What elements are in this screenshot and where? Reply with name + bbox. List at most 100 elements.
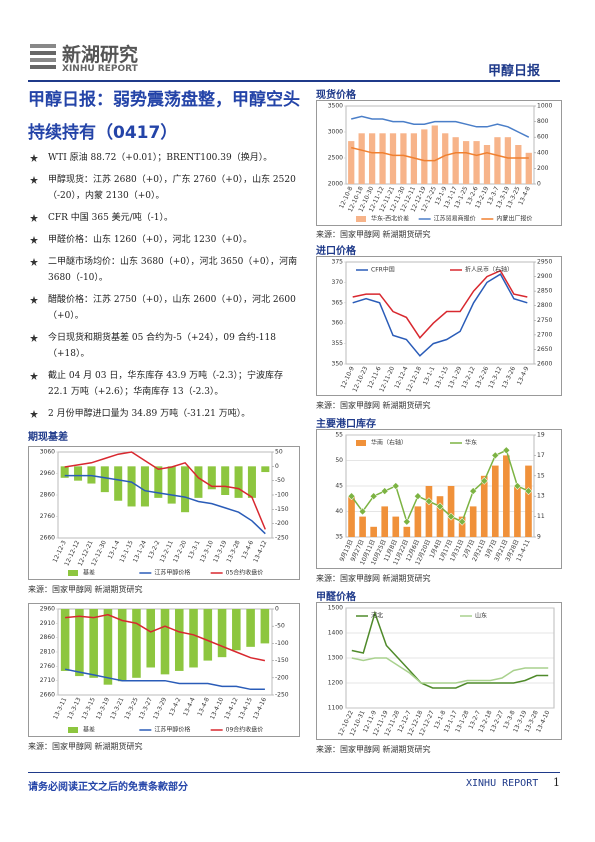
bullet-text: 甲醛价格：山东 1260（+0），河北 1230（+0）。	[48, 235, 253, 245]
bar	[525, 152, 532, 184]
series-line	[351, 146, 529, 162]
y2-tick-label: -200	[275, 520, 289, 527]
title: 甲醇日报：弱势震荡盘整，甲醇空头持续持有（0417）	[28, 90, 300, 143]
y-tick-label: 45	[335, 483, 343, 490]
bar	[89, 609, 98, 678]
bar	[100, 466, 109, 493]
y2-tick-label: -250	[275, 692, 289, 699]
point	[480, 477, 489, 485]
bar	[261, 466, 270, 473]
star	[30, 334, 38, 342]
bullet: 2 月份甲醇进口量为 34.89 万吨（-31.21 万吨）。	[28, 406, 300, 422]
y2-tick-label: 2800	[537, 302, 552, 309]
y2-tick-label: 800	[537, 118, 549, 125]
y2-tick-label: 0	[275, 463, 279, 470]
y2-tick-label: -50	[275, 477, 285, 484]
legend-swatch	[356, 216, 366, 222]
bullet: 甲醇现货：江苏 2680（+0），广东 2760（+0），山东 2520（-20…	[28, 172, 300, 204]
y-tick-label: 1100	[328, 705, 343, 712]
bar	[480, 475, 488, 537]
bar	[132, 609, 141, 678]
y2-tick-label: 600	[537, 134, 549, 141]
y-tick-label: 55	[335, 432, 343, 439]
bar	[127, 466, 136, 507]
brand: XINHU REPORT	[466, 778, 539, 789]
bar	[348, 141, 355, 184]
y-tick-label: 40	[335, 508, 343, 515]
legend-label: 09合约收盘价	[226, 726, 264, 734]
bullet-text: CFR 中国 365 美元/吨（-1）。	[48, 213, 173, 223]
y2-tick-label: -150	[275, 506, 289, 513]
section-heading: 进口价格	[316, 246, 356, 257]
y-tick-label: 1200	[328, 680, 343, 687]
y-tick-label: 3000	[328, 129, 343, 136]
y2-tick-label: 2850	[537, 288, 552, 295]
y2-tick-label: -200	[275, 674, 289, 681]
bar	[431, 125, 438, 184]
bullet-text: 截止 04 月 03 日，华东库存 43.9 万吨（-2.3）；宁波库存 22.…	[48, 371, 283, 397]
y2-tick-label: -100	[275, 640, 289, 647]
y-tick-label: 35	[335, 534, 343, 541]
bar	[425, 486, 433, 537]
bullet-star	[30, 154, 38, 162]
bar	[167, 466, 176, 504]
point	[425, 497, 433, 506]
point	[491, 451, 500, 460]
y-tick-label: 3060	[40, 449, 55, 456]
y-tick-label: 2710	[40, 677, 55, 684]
series-line	[351, 610, 549, 689]
y2-tick-label: 400	[537, 149, 549, 156]
bullet: 醋酸价格：江苏 2750（+0），山东 2600（+0），河北 2600（+0）…	[28, 292, 300, 324]
legend-label: 山东	[475, 612, 487, 620]
y2-tick-label: 2750	[537, 317, 552, 324]
star	[30, 258, 38, 266]
bullet-star	[30, 372, 38, 380]
y2-tick-label: 1000	[537, 103, 552, 110]
y-tick-label: 2660	[40, 535, 55, 542]
y-tick-label: 2000	[328, 181, 343, 188]
bar	[458, 516, 466, 537]
y2-tick-label: 13	[537, 493, 545, 500]
page-number: 1	[553, 776, 560, 789]
point	[369, 492, 378, 501]
source: 来源：国家甲醇网 新湖期货研究	[316, 230, 431, 239]
y2-tick-label: 2700	[537, 331, 552, 338]
source: 来源：国家甲醇网 新湖期货研究	[28, 742, 143, 751]
bar	[358, 133, 365, 184]
bullet-star	[30, 236, 38, 244]
bar	[473, 141, 480, 184]
bar	[114, 466, 123, 501]
bar	[174, 609, 184, 671]
bar	[75, 609, 84, 677]
y-tick-label: 2960	[40, 470, 55, 477]
bar	[154, 466, 163, 498]
y2-tick-label: 2950	[537, 259, 552, 266]
point	[347, 492, 356, 501]
source: 来源：国家甲醇网 新湖期货研究	[316, 745, 431, 754]
series-line	[64, 451, 266, 530]
bar	[525, 465, 532, 537]
bar	[436, 496, 444, 537]
bar	[232, 609, 241, 651]
y2-tick-label: 2900	[537, 273, 552, 280]
star	[30, 214, 38, 222]
series-line	[352, 273, 528, 357]
bar	[389, 133, 397, 184]
y2-tick-label: 9	[537, 534, 541, 541]
point	[358, 507, 367, 516]
y2-tick-label: 0	[537, 181, 541, 188]
series-line	[351, 657, 549, 684]
bar	[494, 137, 501, 184]
bar	[146, 609, 156, 668]
legend-swatch	[68, 727, 78, 733]
legend-label: 江苏甲醇价格	[154, 569, 190, 577]
footer-rule	[28, 772, 560, 773]
point	[402, 517, 411, 526]
bar	[194, 466, 203, 498]
bar	[400, 133, 407, 184]
bar	[260, 609, 270, 644]
bar	[247, 466, 256, 498]
series-line	[64, 474, 266, 535]
bullet: CFR 中国 365 美元/吨（-1）。	[28, 210, 300, 226]
y2-tick-label: 50	[275, 449, 283, 456]
